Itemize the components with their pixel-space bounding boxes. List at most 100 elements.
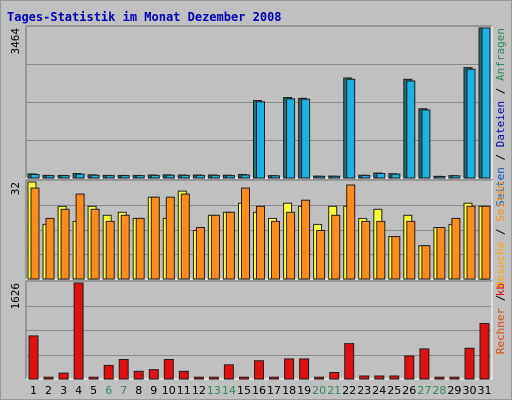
x-tick-label-day-7: 7 (120, 384, 127, 397)
series-legend-label-part: Besuche (494, 242, 507, 288)
bar-besuche-day-29 (451, 217, 461, 280)
x-tick-label-day-9: 9 (150, 384, 157, 397)
series-legend-label-part: / (494, 288, 507, 308)
bar-kb-day-4 (73, 282, 84, 380)
bar-kb-day-27 (419, 348, 430, 380)
bar-kb-day-9 (148, 369, 159, 380)
bar-kb-day-7 (118, 359, 129, 380)
series-legend-label-part: Seiten (494, 182, 507, 222)
bar-dateien-day-27 (421, 109, 431, 179)
bar-kb-day-3 (58, 372, 69, 380)
chart-panels: 3464 Seiten / Dateien / Anfragen 32 Rechner… (9, 25, 507, 380)
x-tick-label-day-22: 22 (342, 384, 356, 397)
bar-dateien-day-16 (256, 101, 265, 179)
bar-kb-day-17 (269, 376, 279, 380)
x-tick-label-day-10: 10 (162, 384, 176, 397)
bar-kb-day-20 (314, 376, 325, 380)
bar-besuche-day-26 (406, 220, 416, 280)
bar-kb-day-24 (374, 375, 385, 380)
bar-dateien-day-25 (391, 173, 401, 179)
bar-besuche-day-30 (466, 205, 476, 280)
series-legend-label-part: / (494, 147, 507, 167)
series-legend-label-part: Anfragen (494, 28, 507, 81)
series-legend-label-part: / (494, 81, 507, 101)
x-tick-label-day-25: 25 (387, 384, 401, 397)
x-tick-label-day-11: 11 (177, 384, 191, 397)
bar-kb-day-29 (449, 376, 460, 380)
x-tick-label-day-6: 6 (105, 384, 112, 397)
x-tick-label-day-29: 29 (447, 384, 461, 397)
bar-besuche-day-27 (421, 245, 431, 280)
x-tick-label-day-26: 26 (402, 384, 416, 397)
bar-besuche-day-12 (195, 227, 205, 280)
bar-besuche-day-2 (45, 217, 55, 280)
bar-besuche-day-7 (120, 214, 130, 280)
bar-kb-day-11 (178, 370, 189, 380)
bar-kb-day-22 (344, 343, 355, 380)
series-legend-label-part: / (494, 222, 507, 242)
bar-dateien-day-4 (75, 173, 85, 179)
x-tick-label-day-4: 4 (75, 384, 82, 397)
bar-besuche-day-10 (165, 196, 175, 280)
x-tick-label-day-13: 13 (207, 384, 221, 397)
series-legend-label: Rechner / Besuche / Seiten (494, 182, 507, 354)
bar-dateien-day-22 (346, 78, 356, 179)
bar-besuche-day-16 (256, 205, 265, 280)
bar-dateien-day-30 (466, 68, 476, 179)
bar-besuche-day-21 (331, 214, 341, 280)
bar-besuche-day-6 (105, 220, 115, 280)
bar-besuche-day-31 (481, 205, 491, 280)
bar-kb-day-19 (299, 358, 310, 380)
bar-dateien-day-5 (90, 174, 100, 179)
x-tick-label-day-23: 23 (357, 384, 371, 397)
bar-besuche-day-13 (210, 214, 220, 280)
bar-dateien-day-26 (406, 80, 416, 179)
bar-dateien-day-11 (180, 174, 190, 179)
bar-besuche-day-28 (436, 227, 446, 280)
bar-besuche-day-24 (376, 220, 386, 280)
bar-besuche-day-11 (180, 193, 190, 280)
x-tick-label-day-21: 21 (327, 384, 341, 397)
x-tick-label-day-17: 17 (267, 384, 281, 397)
bar-dateien-day-23 (361, 174, 371, 179)
x-tick-label-day-8: 8 (135, 384, 142, 397)
x-tick-label-day-24: 24 (372, 384, 386, 397)
bar-kb-day-2 (43, 376, 54, 380)
bar-kb-day-30 (464, 347, 475, 380)
bar-kb-day-5 (88, 376, 99, 380)
bar-dateien-day-18 (286, 98, 296, 179)
x-tick-label-day-27: 27 (417, 384, 431, 397)
bar-kb-day-31 (479, 323, 490, 380)
x-axis-day-labels: 1 2 3 4 5 6 7 8 9 10 11 12 13 14 15 16 17 18 19 20 21 22 23 24 2… (30, 384, 492, 397)
series-legend-label-part: Seiten (494, 167, 507, 207)
bar-besuche-day-25 (391, 236, 401, 280)
bar-dateien-day-2 (45, 175, 55, 179)
bar-dateien-day-13 (210, 174, 220, 179)
x-tick-label-day-19: 19 (297, 384, 311, 397)
bar-kb-day-18 (284, 358, 295, 380)
bar-kb-day-25 (389, 375, 400, 380)
x-tick-label-day-12: 12 (192, 384, 206, 397)
bar-kb-day-26 (404, 355, 415, 380)
bar-kb-day-12 (193, 376, 204, 380)
bar-besuche-day-17 (271, 220, 280, 280)
x-tick-label-day-18: 18 (282, 384, 296, 397)
bar-besuche-day-1 (30, 187, 40, 280)
series-legend-label-part: Dateien (494, 101, 507, 147)
bar-dateien-day-14 (225, 175, 235, 179)
bar-kb-day-1 (28, 335, 39, 380)
x-tick-label-day-1: 1 (30, 384, 37, 397)
bar-dateien-day-17 (271, 175, 280, 179)
x-tick-label-day-16: 16 (252, 384, 266, 397)
bar-besuche-day-22 (346, 184, 356, 280)
bar-kb-day-28 (434, 376, 445, 380)
x-tick-label-day-30: 30 (463, 384, 477, 397)
chart-title: Tages-Statistik im Monat Dezember 2008 (7, 10, 282, 24)
bar-dateien-day-21 (331, 175, 341, 179)
x-tick-label-day-31: 31 (478, 384, 492, 397)
bar-dateien-day-8 (135, 175, 145, 179)
x-tick-label-day-3: 3 (60, 384, 67, 397)
series-legend-label-part: kb (494, 283, 507, 296)
